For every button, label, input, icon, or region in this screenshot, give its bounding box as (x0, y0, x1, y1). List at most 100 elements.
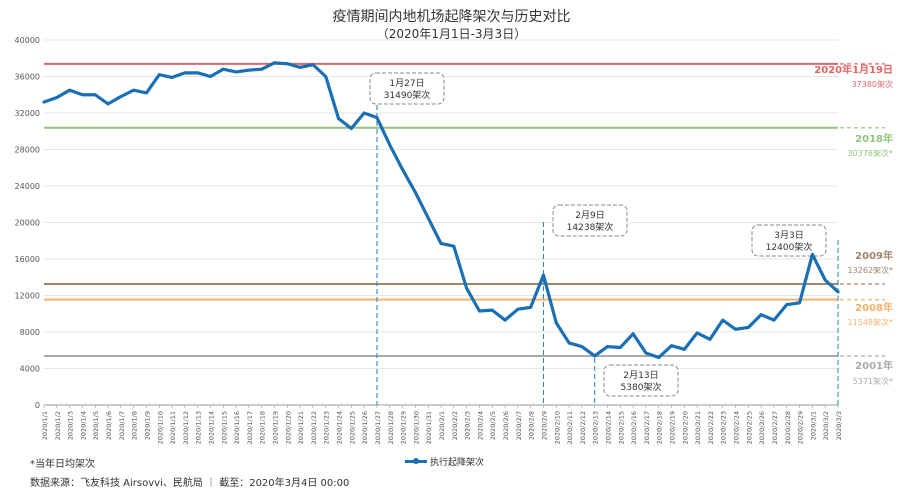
data-point (644, 351, 648, 355)
data-point (810, 253, 814, 256)
x-tick-label: 2020/2/10 (553, 411, 561, 444)
data-point (759, 313, 763, 317)
data-point (260, 67, 264, 71)
data-point (823, 278, 827, 282)
x-tick-label: 2020/3/1 (809, 411, 817, 440)
data-point (375, 116, 379, 120)
data-point (657, 356, 661, 359)
chart-title: 疫情期间内地机场起降架次与历史对比 (332, 9, 571, 25)
reference-label: 2008年 (855, 301, 893, 314)
x-tick-label: 2020/2/13 (592, 411, 600, 444)
data-point (516, 307, 520, 311)
legend-label: 执行起降架次 (430, 458, 485, 468)
data-point (682, 347, 686, 351)
x-tick-label: 2020/2/19 (669, 411, 677, 444)
x-tick-label: 2020/2/11 (566, 411, 574, 444)
chart-subtitle: （2020年1月1日-3月3日） (376, 27, 527, 41)
data-point (81, 93, 84, 97)
annotation-date: 2月9日 (575, 210, 604, 221)
x-tick-label: 2020/2/2 (451, 411, 459, 440)
data-point (631, 332, 635, 336)
data-point (542, 273, 545, 277)
x-tick-label: 2020/2/6 (502, 411, 510, 440)
x-tick-label: 2020/2/24 (733, 411, 741, 444)
data-point (554, 321, 558, 325)
data-point (426, 216, 430, 220)
annotation-value: 14238架次 (567, 221, 614, 233)
x-tick-label: 2020/1/17 (246, 411, 254, 444)
data-point (401, 168, 404, 171)
data-point (490, 308, 494, 312)
x-tick-label: 2020/2/14 (604, 411, 612, 444)
x-tick-label: 2020/1/25 (348, 411, 356, 444)
annotation-date: 2月13日 (623, 370, 658, 381)
x-tick-label: 2020/1/22 (310, 411, 318, 444)
x-tick-label: 2020/1/1 (41, 411, 49, 440)
x-tick-label: 2020/2/22 (707, 411, 715, 444)
legend-swatch (405, 458, 427, 464)
data-point (68, 88, 72, 92)
data-point (234, 70, 238, 74)
x-tick-label: 2020/1/23 (323, 411, 331, 444)
x-tick-label: 2020/2/7 (515, 411, 523, 440)
data-point (42, 100, 46, 104)
data-point (452, 244, 456, 248)
annotation-value: 31490架次 (384, 89, 431, 101)
y-tick-label: 20000 (15, 219, 40, 228)
x-tick-label: 2020/2/15 (617, 411, 625, 444)
y-tick-label: 36000 (15, 73, 40, 82)
y-tick-label: 4000 (20, 365, 40, 374)
annotation-value: 5380架次 (621, 381, 662, 393)
x-tick-label: 2020/1/31 (425, 411, 433, 444)
x-tick-label: 2020/2/4 (476, 411, 484, 440)
annotation-value: 12400架次 (766, 241, 813, 253)
reference-label: 2020年1月19日 (814, 63, 893, 76)
x-tick-label: 2020/1/13 (195, 411, 203, 444)
x-tick-label: 2020/1/11 (169, 411, 177, 444)
x-tick-label: 2020/1/6 (105, 411, 113, 440)
data-point (503, 318, 507, 322)
data-point (362, 111, 366, 115)
series-line (42, 61, 840, 360)
x-tick-label: 2020/2/20 (681, 411, 689, 444)
data-point (593, 354, 597, 358)
x-tick-label: 2020/1/27 (374, 411, 382, 444)
data-point (721, 318, 725, 322)
data-point (567, 341, 571, 345)
data-point (388, 143, 392, 147)
x-tick-label: 2020/2/16 (630, 411, 638, 444)
x-tick-label: 2020/2/5 (489, 411, 497, 440)
y-tick-label: 0 (35, 401, 40, 410)
reference-label: 2001年 (855, 359, 893, 372)
data-point (324, 75, 328, 78)
x-tick-label: 2020/2/23 (720, 411, 728, 444)
x-tick-label: 2020/2/1 (438, 411, 446, 440)
x-tick-label: 2020/1/7 (118, 411, 126, 440)
data-point (145, 91, 148, 95)
x-tick-label: 2020/1/15 (220, 411, 228, 444)
x-tick-label: 2020/1/3 (67, 411, 75, 440)
annotation-box (751, 224, 827, 257)
data-point (221, 67, 225, 71)
data-point (465, 286, 469, 290)
data-point (708, 337, 712, 341)
x-tick-label: 2020/1/8 (131, 411, 139, 440)
data-point (106, 102, 110, 106)
data-point (247, 68, 251, 72)
annotation-date: 3月3日 (774, 230, 803, 241)
x-tick-label: 2020/2/3 (464, 411, 472, 440)
reference-sublabel: 5371架次* (853, 376, 893, 386)
data-point (618, 346, 622, 349)
data-point (478, 309, 481, 313)
data-point (55, 96, 59, 99)
data-point (798, 301, 801, 305)
data-point (183, 71, 187, 75)
data-point (670, 344, 673, 348)
x-tick-label: 2020/1/2 (54, 411, 62, 440)
y-tick-label: 32000 (15, 109, 40, 118)
x-tick-label: 2020/2/17 (643, 411, 651, 444)
y-tick-label: 40000 (15, 36, 40, 45)
x-tick-label: 2020/2/18 (656, 411, 664, 444)
x-tick-label: 2020/1/24 (336, 411, 344, 444)
data-point (311, 63, 315, 67)
